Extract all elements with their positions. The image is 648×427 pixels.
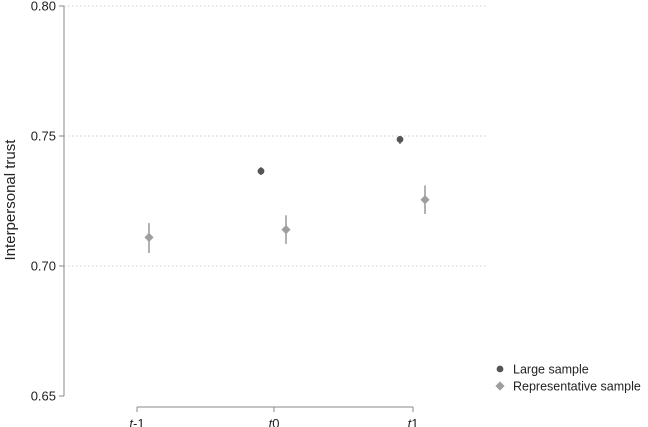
data-point	[420, 195, 430, 205]
data-point	[396, 135, 404, 143]
y-axis-title: Interpersonal trust	[2, 139, 19, 261]
data-point	[281, 225, 291, 235]
x-tick-label: t0	[269, 416, 280, 427]
grid-lines	[64, 5, 488, 267]
legend-label: Large sample	[513, 363, 589, 377]
data-point	[257, 167, 265, 175]
legend-entry: Representative sample	[495, 380, 641, 394]
legend-marker	[495, 381, 505, 391]
legend-label: Representative sample	[513, 380, 641, 394]
data-marks	[144, 135, 430, 253]
data-point	[144, 232, 154, 242]
x-tick-label: t-1	[129, 416, 144, 427]
axes: 0.65 0.70 0.75 0.80 t-1 t0 t1	[31, 0, 419, 427]
legend-entry: Large sample	[496, 363, 589, 377]
y-tick-label: 0.70	[31, 259, 56, 274]
y-tick-label: 0.75	[31, 129, 56, 144]
legend-marker	[496, 365, 504, 373]
y-tick-label: 0.80	[31, 0, 56, 14]
legend: Large sample Representative sample	[495, 363, 641, 394]
y-tick-label: 0.65	[31, 389, 56, 404]
x-tick-label: t1	[408, 416, 419, 427]
